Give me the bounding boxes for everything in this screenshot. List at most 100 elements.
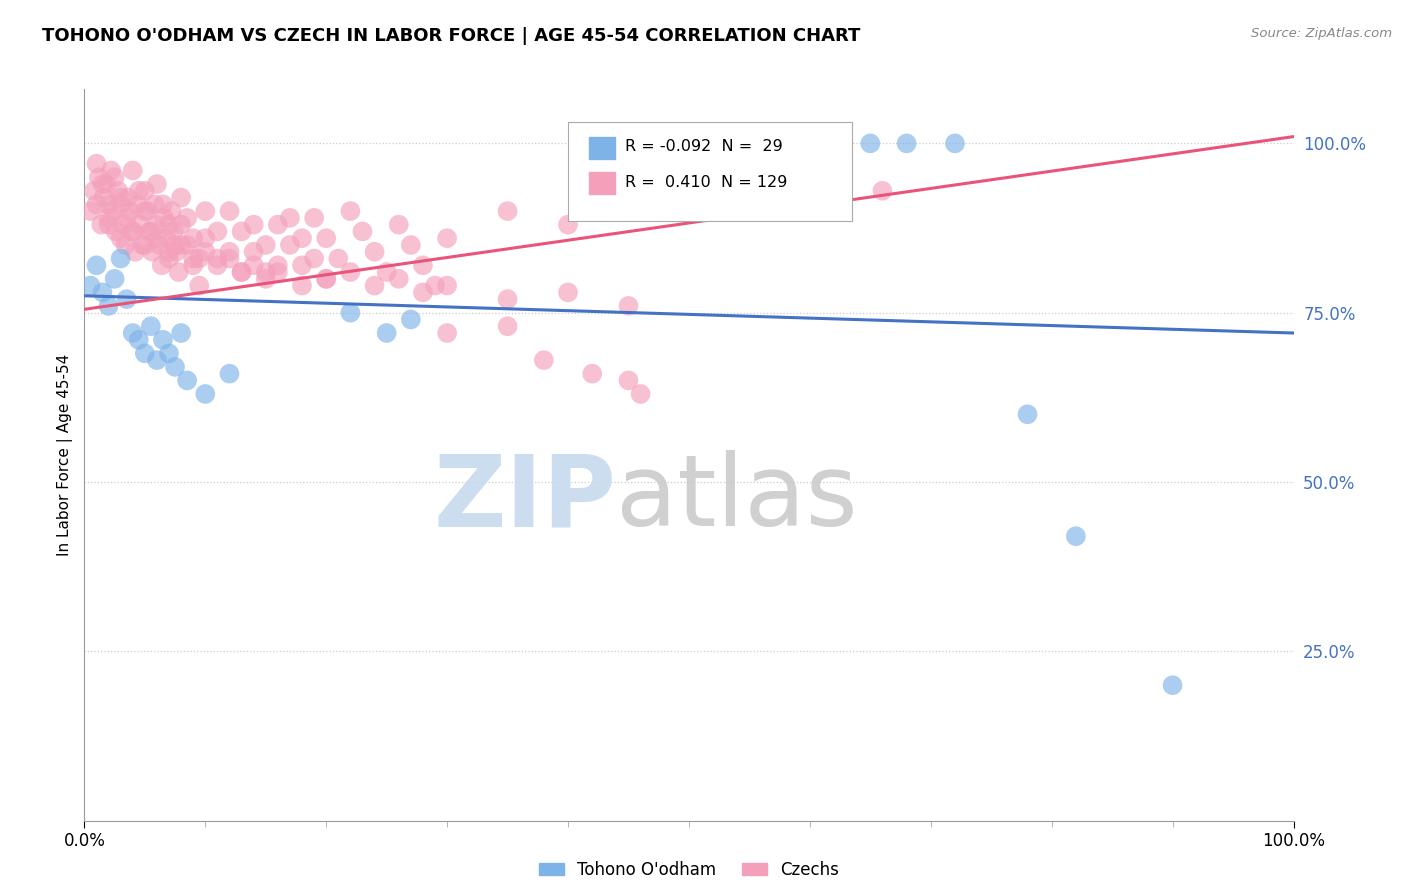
Point xyxy=(112,218,135,232)
Point xyxy=(165,244,187,259)
Point xyxy=(146,353,169,368)
Point xyxy=(163,224,186,238)
Point xyxy=(127,197,149,211)
Point xyxy=(533,353,555,368)
Point xyxy=(254,265,277,279)
Point xyxy=(150,258,173,272)
Point xyxy=(218,204,240,219)
Point xyxy=(157,346,180,360)
Point xyxy=(412,285,434,300)
Point xyxy=(436,326,458,340)
Point xyxy=(617,299,640,313)
Point xyxy=(315,272,337,286)
Text: TOHONO O'ODHAM VS CZECH IN LABOR FORCE | AGE 45-54 CORRELATION CHART: TOHONO O'ODHAM VS CZECH IN LABOR FORCE |… xyxy=(42,27,860,45)
Point xyxy=(496,292,519,306)
Point xyxy=(79,278,101,293)
Point xyxy=(328,252,350,266)
Point xyxy=(91,285,114,300)
Point xyxy=(148,238,170,252)
Point xyxy=(267,258,290,272)
Point xyxy=(267,218,290,232)
Text: R =  0.410  N = 129: R = 0.410 N = 129 xyxy=(624,175,787,190)
Point xyxy=(1064,529,1087,543)
Point xyxy=(134,238,156,252)
Point xyxy=(775,170,797,185)
Point xyxy=(152,197,174,211)
Point xyxy=(121,163,143,178)
Point xyxy=(302,211,325,225)
Point xyxy=(139,319,162,334)
Point xyxy=(104,224,127,238)
Point xyxy=(86,157,108,171)
Point xyxy=(146,218,169,232)
Point xyxy=(496,319,519,334)
Point xyxy=(91,177,114,191)
Point xyxy=(176,211,198,225)
Point xyxy=(83,184,105,198)
Point xyxy=(194,231,217,245)
Point xyxy=(231,265,253,279)
Point xyxy=(859,136,882,151)
Point xyxy=(194,244,217,259)
Point xyxy=(86,258,108,272)
Point xyxy=(110,231,132,245)
Point xyxy=(136,204,159,219)
Point xyxy=(181,231,204,245)
Point xyxy=(557,218,579,232)
Point xyxy=(315,272,337,286)
Point xyxy=(181,252,204,266)
Point xyxy=(128,333,150,347)
Point xyxy=(146,177,169,191)
Point xyxy=(363,278,385,293)
Point xyxy=(194,204,217,219)
Point xyxy=(97,211,120,225)
Point xyxy=(302,252,325,266)
Point xyxy=(87,170,110,185)
Point xyxy=(134,184,156,198)
Point xyxy=(167,265,190,279)
Point xyxy=(188,278,211,293)
Point xyxy=(170,238,193,252)
Point xyxy=(152,333,174,347)
Point xyxy=(218,244,240,259)
Text: atlas: atlas xyxy=(616,450,858,548)
Point xyxy=(124,244,146,259)
Point xyxy=(267,265,290,279)
Point xyxy=(412,258,434,272)
Point xyxy=(146,231,169,245)
Point xyxy=(170,326,193,340)
Text: Source: ZipAtlas.com: Source: ZipAtlas.com xyxy=(1251,27,1392,40)
Point xyxy=(110,197,132,211)
Point xyxy=(93,190,115,204)
Point xyxy=(104,272,127,286)
Point xyxy=(86,197,108,211)
Point xyxy=(134,204,156,219)
Point xyxy=(121,326,143,340)
Bar xyxy=(589,172,616,194)
Point xyxy=(207,224,229,238)
Point xyxy=(131,238,153,252)
Point xyxy=(1161,678,1184,692)
Point xyxy=(218,252,240,266)
Point xyxy=(207,258,229,272)
Point xyxy=(155,231,177,245)
Point xyxy=(388,272,411,286)
Point xyxy=(423,278,446,293)
Point xyxy=(557,285,579,300)
Point xyxy=(117,190,139,204)
Point xyxy=(79,204,101,219)
Point xyxy=(139,224,162,238)
Point xyxy=(114,238,136,252)
Point xyxy=(194,387,217,401)
Point xyxy=(143,197,166,211)
Point xyxy=(110,252,132,266)
Point xyxy=(121,224,143,238)
Point xyxy=(176,238,198,252)
Point xyxy=(120,204,142,219)
Point xyxy=(97,218,120,232)
Point xyxy=(104,170,127,185)
Point xyxy=(110,190,132,204)
Point xyxy=(134,346,156,360)
Point xyxy=(242,244,264,259)
Point xyxy=(107,184,129,198)
